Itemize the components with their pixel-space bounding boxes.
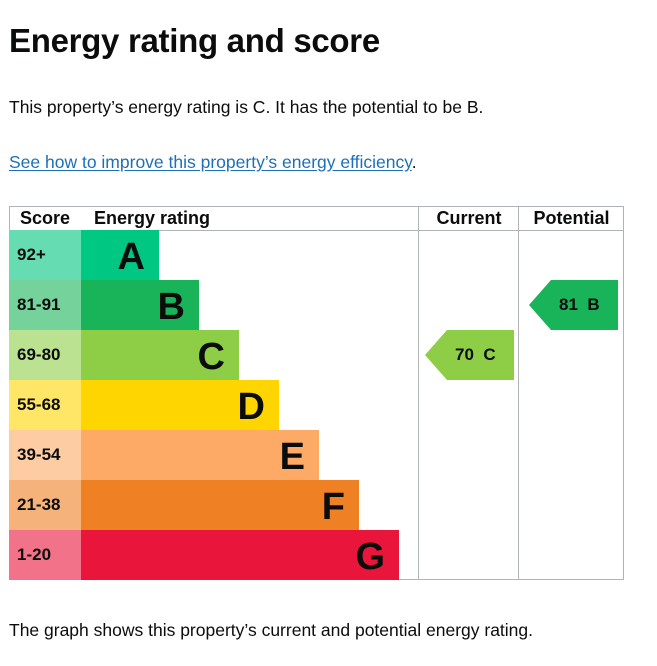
current-rating-arrow-shape bbox=[425, 330, 514, 380]
improve-link-line: See how to improve this property’s energ… bbox=[9, 152, 417, 173]
energy-rating-column-header: Energy rating bbox=[94, 208, 211, 228]
current-rating-arrow-polygon bbox=[425, 330, 514, 380]
band-score-a: 92+ bbox=[9, 230, 81, 280]
current-rating-arrow-label: 70 C bbox=[455, 345, 496, 364]
energy-rating-chart: Score Energy rating Current Potential 92… bbox=[9, 206, 624, 580]
band-score-e: 39-54 bbox=[9, 430, 81, 480]
band-score-d: 55-68 bbox=[9, 380, 81, 430]
score-column-header: Score bbox=[19, 208, 71, 228]
band-bar-c: C bbox=[81, 330, 239, 380]
band-bar-e: E bbox=[81, 430, 319, 480]
band-bar-a: A bbox=[81, 230, 159, 280]
band-letter-c: C bbox=[197, 336, 225, 378]
band-row: 55-68 D bbox=[9, 380, 624, 430]
band-letter-b: B bbox=[157, 286, 185, 328]
band-letter-d: D bbox=[237, 386, 265, 428]
band-score-f: 21-38 bbox=[9, 480, 81, 530]
band-row: 1-20 G bbox=[9, 530, 624, 580]
band-score-b: 81-91 bbox=[9, 280, 81, 330]
improve-efficiency-link[interactable]: See how to improve this property’s energ… bbox=[9, 152, 412, 172]
band-row: 39-54 E bbox=[9, 430, 624, 480]
band-row: 92+ A bbox=[9, 230, 624, 280]
current-column-header: Current bbox=[436, 208, 502, 228]
graph-caption: The graph shows this property’s current … bbox=[9, 620, 534, 640]
band-row: 81-91 B bbox=[9, 280, 624, 330]
chart-grid-vline bbox=[623, 206, 624, 580]
page-title: Energy rating and score bbox=[9, 22, 380, 59]
potential-rating-arrow-polygon bbox=[529, 280, 618, 330]
band-score-g: 1-20 bbox=[9, 530, 81, 580]
chart-grid-hline bbox=[9, 206, 624, 207]
band-bar-d: D bbox=[81, 380, 279, 430]
potential-rating-arrow-shape bbox=[529, 280, 618, 330]
chart-grid-hline bbox=[9, 230, 624, 231]
potential-rating-arrow: 81 B bbox=[529, 280, 618, 330]
band-row: 69-80 C bbox=[9, 330, 624, 380]
improve-link-suffix: . bbox=[411, 152, 417, 172]
potential-column-header: Potential bbox=[533, 208, 610, 228]
band-letter-g: G bbox=[355, 536, 385, 578]
band-letter-a: A bbox=[117, 236, 145, 278]
chart-grid-vline bbox=[418, 206, 419, 580]
band-bar-b: B bbox=[81, 280, 199, 330]
band-score-c: 69-80 bbox=[9, 330, 81, 380]
band-row: 21-38 F bbox=[9, 480, 624, 530]
band-letter-e: E bbox=[279, 436, 305, 478]
band-bar-g: G bbox=[81, 530, 399, 580]
current-rating-arrow: 70 C bbox=[425, 330, 514, 380]
band-bar-f: F bbox=[81, 480, 359, 530]
rating-summary: This property’s energy rating is C. It h… bbox=[9, 97, 484, 117]
band-letter-f: F bbox=[321, 486, 345, 528]
potential-rating-arrow-label: 81 B bbox=[559, 295, 600, 314]
chart-grid-vline bbox=[518, 206, 519, 580]
